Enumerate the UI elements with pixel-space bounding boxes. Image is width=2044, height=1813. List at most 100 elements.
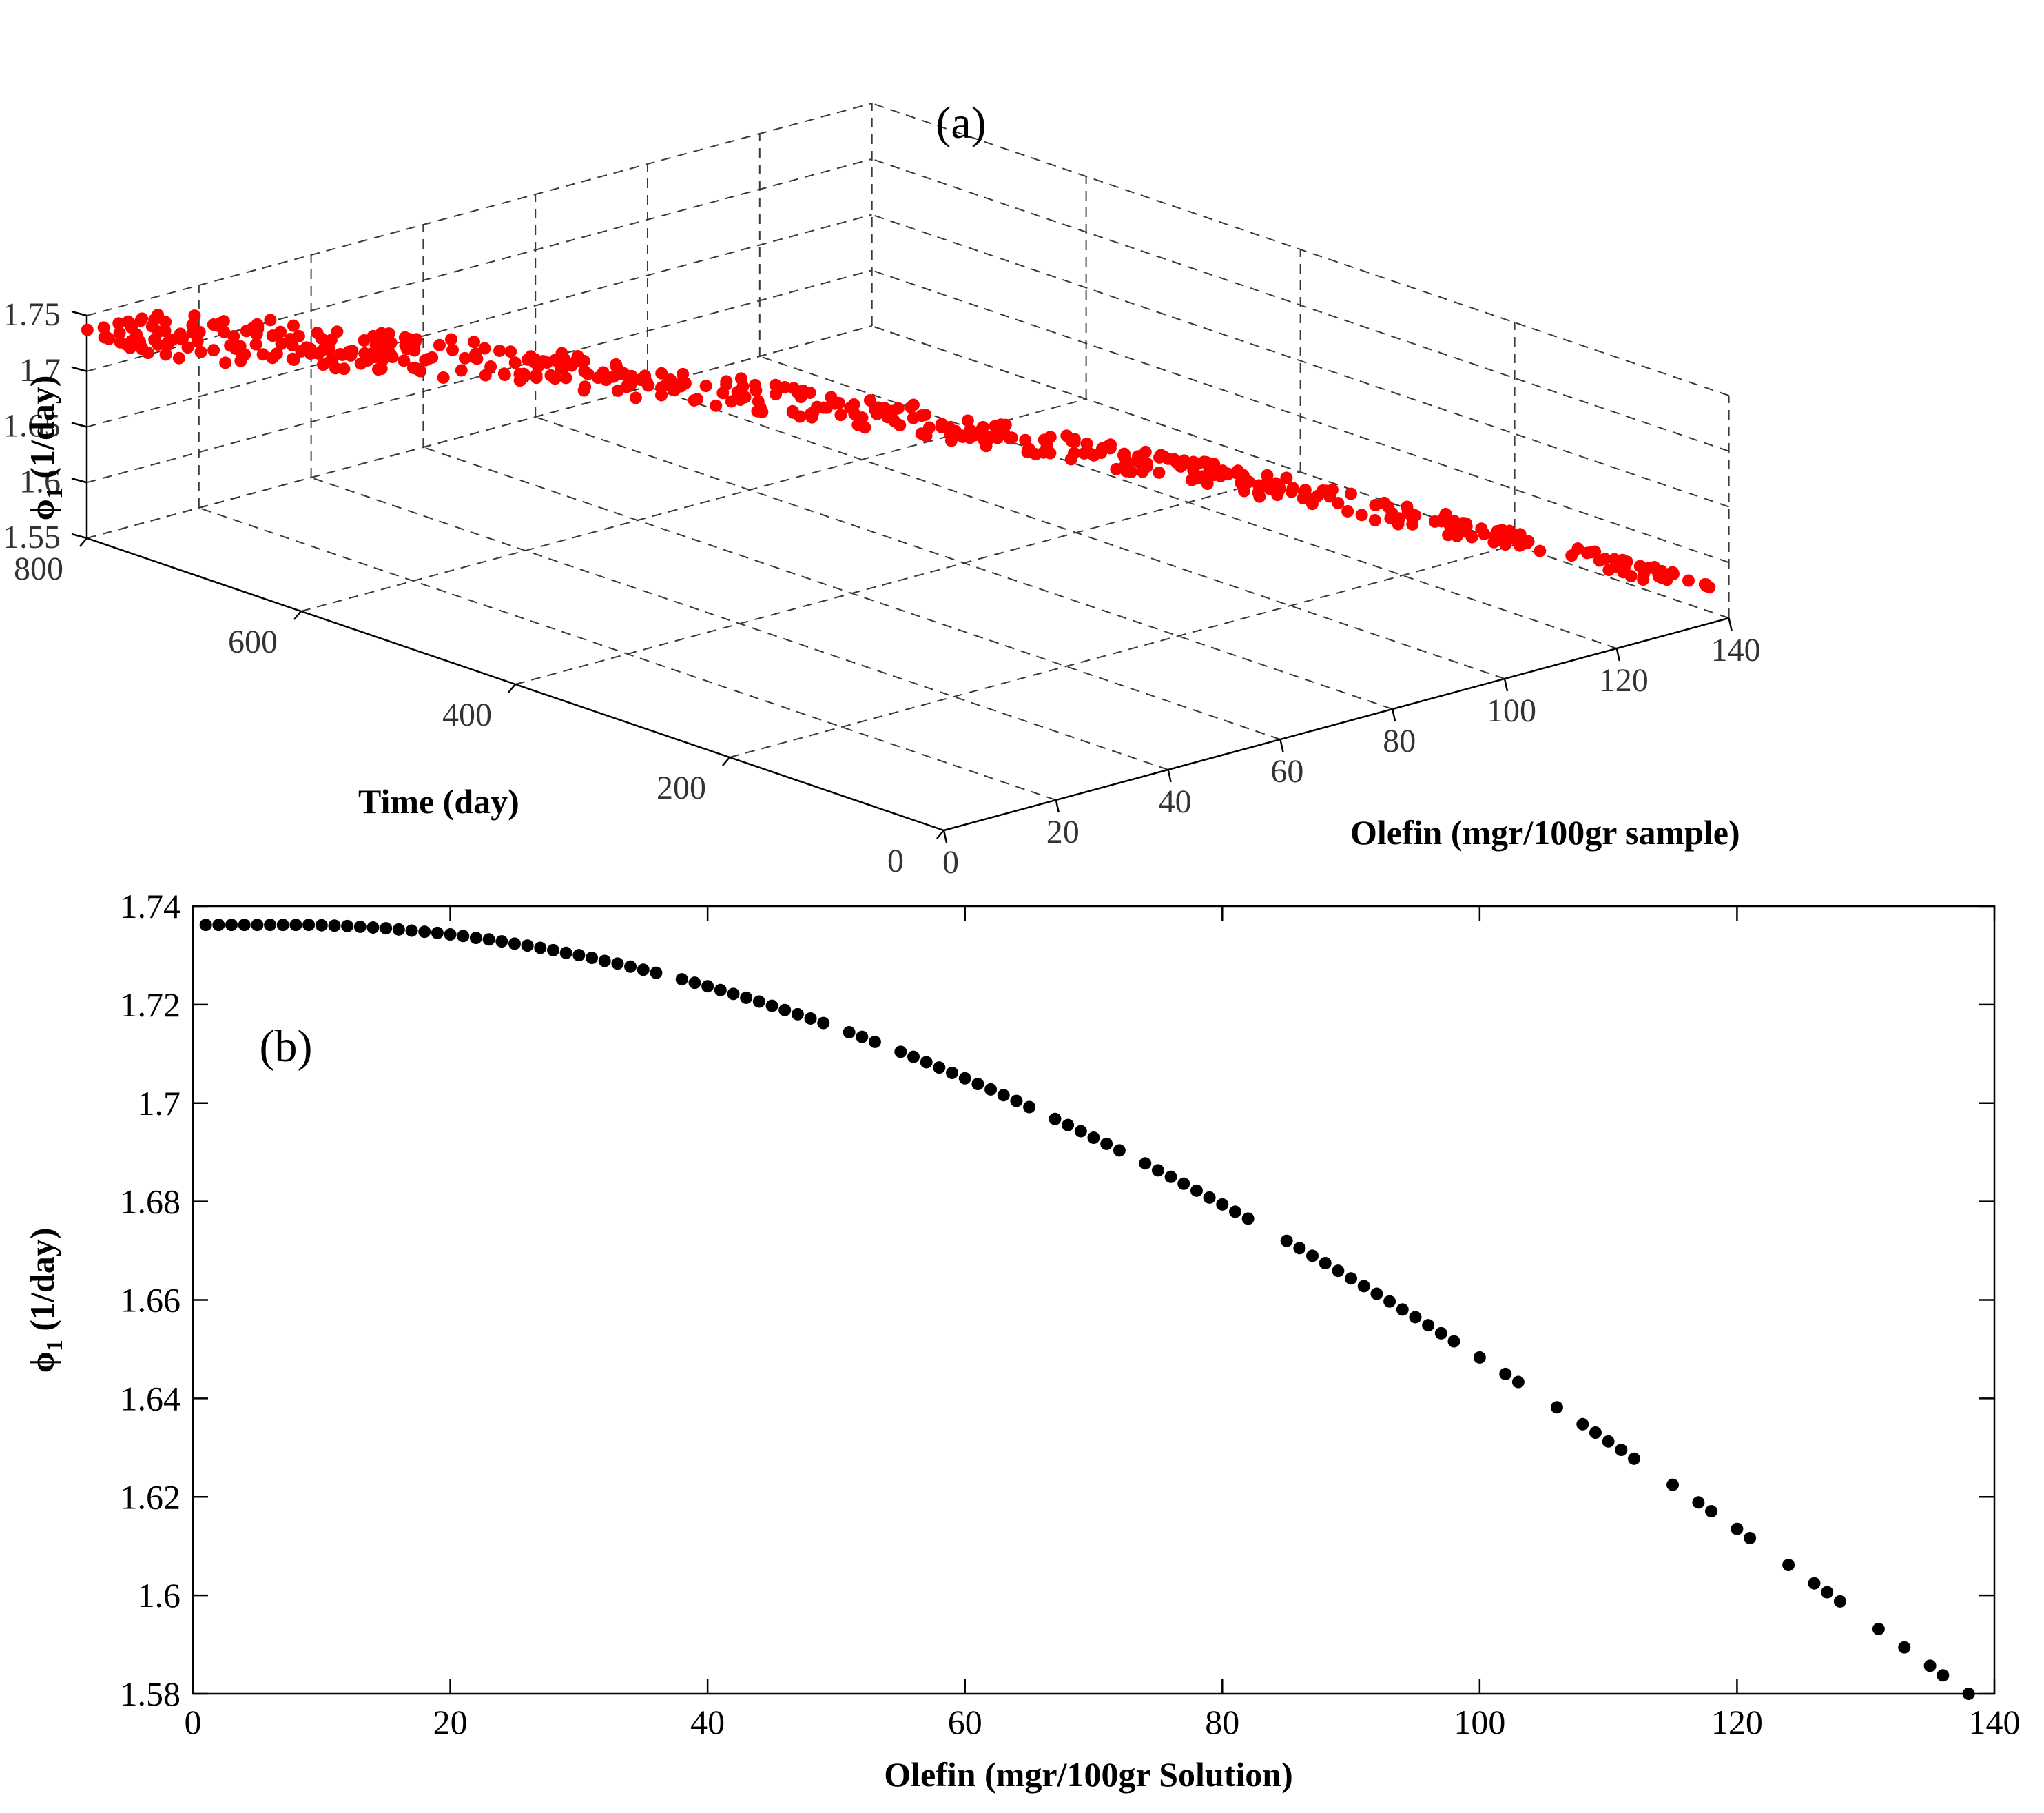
data-point [675, 973, 688, 986]
data-point [740, 991, 753, 1004]
x-tick-label: 60 [1270, 753, 1303, 790]
data-point [1744, 1532, 1757, 1545]
data-point [358, 347, 371, 360]
panel-a-z-axis-symbol: ϕ [23, 499, 61, 520]
data-point [1513, 539, 1526, 552]
time-tick-label: 0 [887, 843, 904, 879]
data-point [292, 329, 305, 342]
data-point [188, 309, 201, 322]
data-point [81, 323, 94, 336]
back-wall-grid-z [86, 103, 872, 316]
panel-a-label: (a) [936, 98, 986, 148]
data-point [225, 919, 238, 932]
data-point [1447, 1335, 1460, 1348]
data-point [315, 332, 328, 345]
data-point [778, 1003, 792, 1016]
data-point [457, 930, 470, 943]
data-point [125, 334, 138, 347]
y-tick-label: 1.68 [121, 1182, 181, 1221]
data-point [971, 1078, 984, 1091]
data-point [341, 919, 354, 932]
x-tick-label: 60 [948, 1703, 982, 1741]
data-point [504, 345, 517, 358]
data-point [1442, 529, 1455, 542]
data-point [720, 378, 733, 391]
y-tick-label: 1.74 [121, 887, 181, 925]
data-point [1110, 462, 1123, 475]
data-point [334, 347, 347, 360]
panel-a-y-axis-label: Time (day) [358, 782, 519, 821]
x-tick-label: 20 [1046, 814, 1080, 850]
data-point [1187, 473, 1200, 486]
data-point [1044, 431, 1057, 444]
panel-a-gridlines [86, 103, 1730, 831]
data-point [1332, 1264, 1345, 1278]
data-point [227, 329, 240, 342]
data-point [936, 420, 949, 433]
data-point [1357, 1280, 1370, 1293]
data-point [655, 381, 668, 394]
data-point [701, 980, 714, 993]
data-point [933, 1061, 946, 1074]
data-point [611, 957, 624, 970]
data-point [1082, 446, 1095, 459]
data-point [1705, 1505, 1718, 1518]
x-tick-mark [1728, 617, 1733, 631]
data-point [597, 366, 610, 379]
data-point [579, 380, 592, 393]
data-point [1293, 1242, 1306, 1255]
data-point [1113, 1144, 1126, 1157]
panel-b-x-axis-label: Olefin (mgr/100gr Solution) [884, 1755, 1293, 1794]
data-point [624, 378, 637, 391]
data-point [274, 325, 287, 338]
data-point [710, 399, 723, 412]
data-point [752, 995, 765, 1008]
data-point [367, 921, 380, 934]
data-point [1589, 1426, 1602, 1439]
data-point [1465, 531, 1478, 544]
panel-a-axes [71, 310, 1733, 843]
data-point [714, 983, 727, 996]
data-point [750, 384, 763, 397]
data-point [787, 406, 800, 419]
data-point [1203, 1191, 1216, 1204]
panel-a-x-axis-label: Olefin (mgr/100gr sample) [1350, 813, 1740, 852]
data-point [1383, 1295, 1396, 1308]
data-point [256, 348, 269, 361]
data-point [276, 919, 289, 932]
data-point [825, 391, 838, 404]
data-point [1534, 544, 1547, 557]
data-point [1370, 1287, 1383, 1300]
data-point [498, 369, 511, 382]
data-point [1499, 1367, 1512, 1380]
data-point [922, 421, 936, 434]
time-tick-label: 600 [228, 624, 278, 660]
data-point [172, 351, 185, 365]
data-point [1615, 1444, 1628, 1457]
data-point [848, 407, 861, 420]
x-tick-label: 100 [1454, 1703, 1505, 1741]
data-point [1602, 564, 1615, 577]
data-point [1216, 1198, 1229, 1211]
data-point [1122, 456, 1135, 469]
svg-text:ϕ1 (1/day): ϕ1 (1/day) [23, 376, 68, 521]
data-point [399, 339, 412, 352]
data-point [1132, 450, 1145, 463]
data-point [688, 976, 701, 990]
data-point [851, 418, 865, 431]
data-point [650, 966, 663, 979]
data-point [565, 359, 578, 372]
data-point [1589, 545, 1602, 558]
data-point [229, 342, 242, 355]
y-tick-label: 1.62 [121, 1477, 181, 1516]
data-point [655, 367, 668, 380]
data-point [1434, 1327, 1447, 1340]
data-point [572, 949, 586, 962]
data-point [1280, 471, 1293, 484]
data-point [1872, 1622, 1885, 1635]
data-point [1731, 1522, 1744, 1535]
z-tick-mark [71, 366, 87, 372]
data-point [976, 420, 989, 433]
y-tick-label: 1.64 [121, 1379, 181, 1417]
